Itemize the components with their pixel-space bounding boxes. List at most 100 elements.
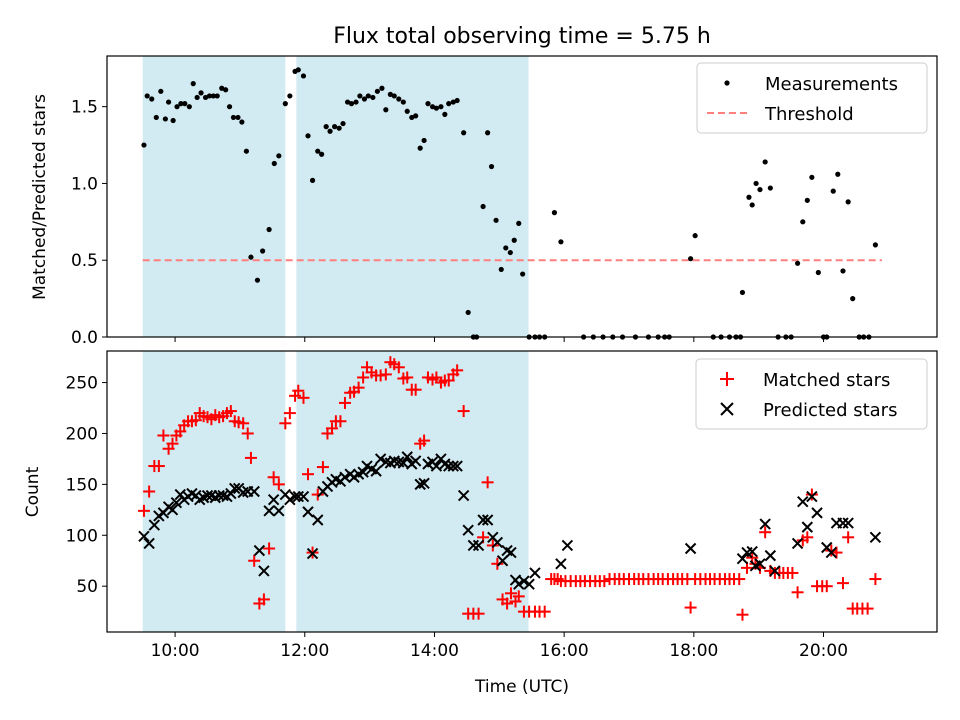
data-point (764, 549, 777, 562)
data-point (520, 271, 526, 277)
data-point (421, 137, 427, 144)
y-tick-label: 0.0 (71, 328, 98, 348)
chart-title: Flux total observing time = 5.75 h (333, 24, 711, 49)
x-tick-label: 14:00 (410, 641, 459, 661)
observation-shading (142, 351, 529, 632)
data-point (754, 558, 766, 570)
data-point (194, 94, 200, 101)
data-point (869, 531, 882, 544)
data-point (158, 88, 164, 94)
data-point (396, 96, 402, 102)
data-point (306, 547, 319, 560)
data-point (137, 504, 150, 517)
data-point (348, 101, 355, 107)
data-point (480, 203, 486, 210)
data-point (143, 537, 155, 550)
data-point (842, 517, 854, 529)
data-point (493, 217, 499, 223)
data-point (825, 546, 838, 559)
data-point (316, 461, 329, 474)
data-point (413, 113, 419, 119)
data-point (692, 233, 698, 239)
data-point (374, 369, 387, 382)
data-point (446, 101, 452, 107)
data-point (144, 93, 150, 99)
data-point (811, 507, 823, 519)
ratio-panel-frame (106, 55, 938, 338)
data-point (472, 607, 485, 620)
data-point (272, 478, 285, 491)
data-point (302, 506, 314, 518)
data-point (254, 277, 261, 283)
data-point (869, 573, 882, 586)
data-point (273, 505, 285, 517)
data-point (289, 490, 301, 503)
data-point (267, 471, 280, 484)
count-panel: 50 100 150 200 250 10:00 12:00 14:00 16:00 18:00… (23, 350, 938, 697)
data-point (447, 460, 459, 472)
data-point (152, 460, 165, 473)
data-point (326, 422, 339, 435)
data-point (451, 364, 464, 377)
data-point (861, 602, 874, 615)
data-point (491, 536, 504, 549)
data-point (598, 575, 611, 588)
data-point (442, 374, 455, 387)
data-point (235, 114, 241, 121)
data-point (141, 142, 147, 148)
data-point (503, 245, 509, 251)
data-point (210, 93, 216, 99)
data-point (797, 495, 809, 508)
observation-period (296, 351, 529, 632)
data-point (170, 496, 183, 509)
data-point (491, 557, 504, 570)
data-point (198, 90, 204, 96)
data-point (260, 248, 266, 254)
data-point (276, 153, 282, 159)
data-point (379, 368, 392, 381)
data-point (174, 425, 187, 438)
data-point (383, 107, 389, 113)
y-tick-label: 250 (66, 374, 98, 394)
data-point (507, 249, 513, 256)
data-point (736, 552, 749, 565)
data-point (352, 381, 365, 394)
data-point (417, 145, 423, 151)
data-point (404, 108, 410, 114)
y-tick-label: 1.0 (71, 174, 98, 194)
x-tick-label: 12:00 (280, 641, 329, 661)
measurement-points (141, 67, 878, 340)
data-point (149, 96, 155, 102)
y-tick-label: 150 (66, 475, 98, 495)
data-point (450, 99, 456, 105)
data-point (516, 220, 522, 226)
data-point (872, 242, 878, 248)
data-point (801, 531, 814, 544)
data-point (512, 590, 525, 603)
legend-predicted-label: Predicted stars (763, 400, 897, 421)
data-point (157, 429, 170, 442)
data-point (809, 174, 815, 180)
data-point (357, 93, 363, 99)
data-point (457, 405, 470, 418)
data-point (684, 542, 697, 555)
data-point (153, 114, 159, 121)
data-point (414, 478, 426, 491)
y-tick-label: 100 (66, 526, 98, 546)
data-point (244, 451, 257, 464)
data-point (791, 586, 804, 599)
x-tick-label: 20:00 (799, 641, 848, 661)
data-point (409, 455, 422, 467)
data-point (374, 453, 387, 465)
data-point (749, 202, 755, 208)
data-point (334, 415, 347, 428)
data-point (223, 87, 229, 93)
data-point (430, 460, 443, 472)
data-point (418, 477, 430, 490)
ratio-panel: 0.0 0.5 1.0 1.5 Matched/Predicted stars Mea… (30, 55, 938, 348)
data-point (762, 159, 768, 165)
data-point (292, 490, 304, 503)
data-point (214, 93, 220, 99)
data-point (319, 151, 325, 157)
data-point (825, 544, 838, 557)
